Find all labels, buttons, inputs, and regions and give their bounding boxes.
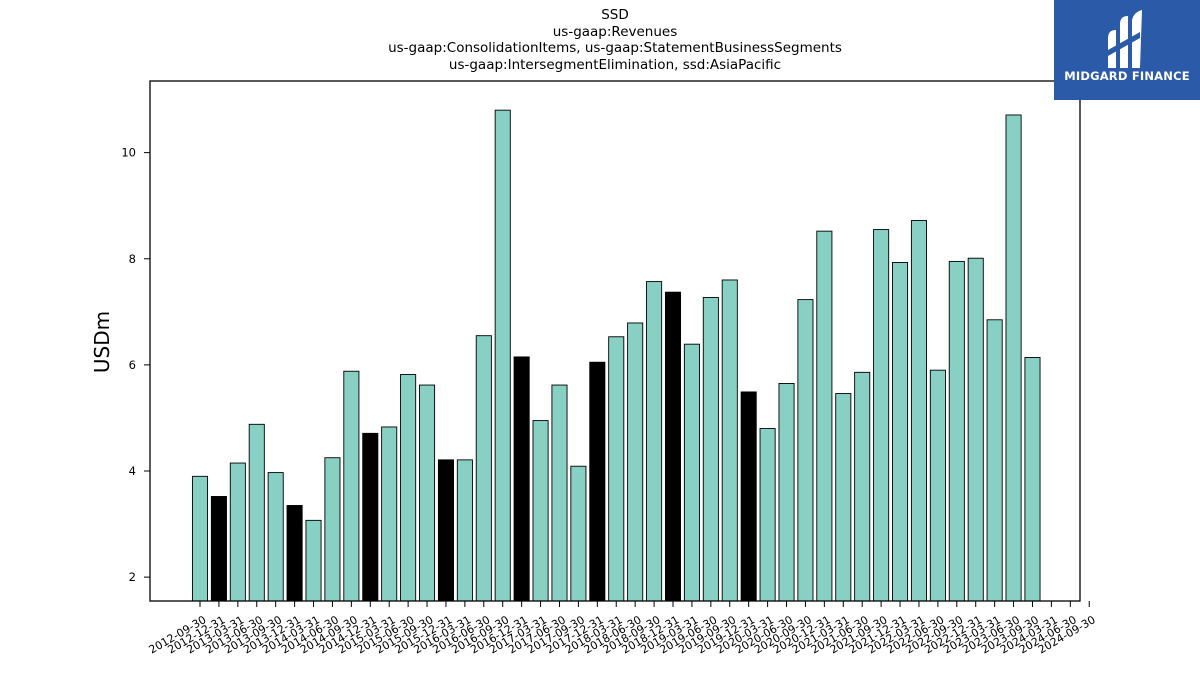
bar-6: [305, 519, 322, 602]
bar-9: [362, 432, 379, 602]
bar-21: [589, 361, 606, 602]
bar-43: [1005, 114, 1022, 602]
bar-26: [683, 343, 700, 602]
bar-35: [854, 371, 871, 602]
y-axis: 2 4 6 8 10: [121, 146, 150, 584]
bar-33: [816, 230, 833, 602]
bar-29: [740, 391, 757, 602]
midgard-finance-logo: MIDGARD FINANCE: [1054, 0, 1200, 100]
bar-42: [986, 319, 1003, 602]
bar-34: [835, 393, 852, 602]
bar-23: [627, 322, 644, 602]
y-tick-label: 10: [121, 146, 136, 160]
y-tick-label: 8: [129, 252, 136, 266]
bar-5: [286, 505, 303, 602]
midgard-logo-mark-icon: [1108, 10, 1142, 68]
bar-30: [759, 428, 776, 602]
bar-11: [400, 373, 417, 602]
bar-32: [797, 299, 814, 602]
bar-19: [551, 384, 568, 602]
bar-41: [967, 257, 984, 602]
bar-24: [646, 281, 663, 602]
y-tick-label: 4: [129, 464, 136, 478]
y-axis-label: USDm: [90, 310, 114, 374]
y-tick-label: 6: [129, 358, 136, 372]
bar-17: [513, 356, 530, 602]
plot-frame: [149, 80, 1081, 602]
bar-40: [948, 260, 965, 602]
bar-13: [437, 459, 454, 602]
bar-25: [664, 291, 682, 602]
bar-14: [456, 459, 473, 602]
bar-10: [381, 426, 398, 602]
bar-44: [1024, 357, 1041, 602]
bar-36: [873, 229, 890, 602]
chart-subtitle-metric: us-gaap:Revenues: [552, 23, 678, 40]
bar-37: [892, 262, 909, 602]
bar-39: [929, 369, 946, 602]
bar-1: [210, 496, 227, 602]
bar-15: [475, 335, 492, 602]
logo-text: MIDGARD FINANCE: [1064, 69, 1190, 83]
chart-title: SSD: [601, 7, 629, 23]
bar-12: [419, 384, 436, 602]
bar-3: [248, 423, 265, 602]
bar-8: [343, 370, 360, 602]
bar-20: [570, 465, 587, 602]
bar-0: [191, 475, 209, 602]
bar-16: [494, 109, 511, 602]
bar-7: [324, 457, 341, 602]
x-axis: 2012-09-302012-12-312013-03-312013-06-30…: [147, 601, 1098, 656]
bar-31: [778, 383, 795, 602]
bar-28: [721, 279, 738, 602]
chart-subtitle-members: us-gaap:IntersegmentElimination, ssd:Asi…: [448, 56, 782, 73]
bar-38: [910, 220, 927, 602]
y-tick-label: 2: [129, 570, 136, 584]
bar-22: [608, 336, 625, 602]
bar-4: [267, 472, 284, 602]
bar-18: [532, 420, 549, 602]
chart-subtitle-segments: us-gaap:ConsolidationItems, us-gaap:Stat…: [388, 40, 842, 56]
bar-2: [229, 462, 246, 602]
bars-group: [191, 109, 1041, 602]
bar-27: [702, 297, 719, 602]
